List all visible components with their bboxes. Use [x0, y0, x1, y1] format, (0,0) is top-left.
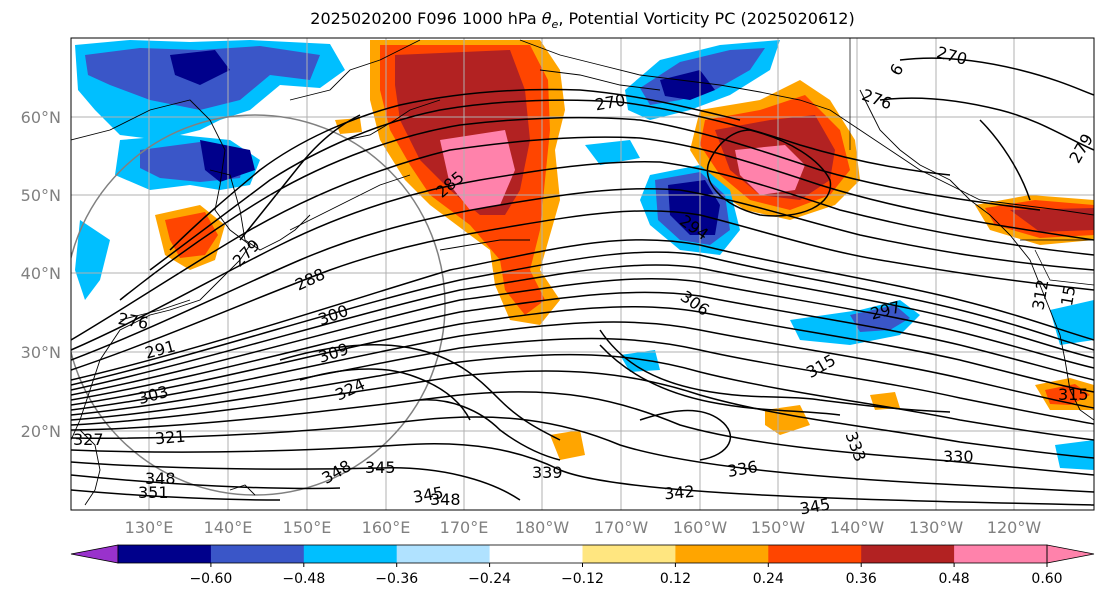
colorbar-segment — [118, 545, 212, 563]
positive-pv-region — [165, 212, 218, 258]
negative-pv-region — [620, 350, 660, 372]
lon-label: 130°W — [909, 518, 964, 537]
lat-label-60n: 60°N — [21, 108, 61, 127]
contour-label: 348 — [430, 490, 461, 509]
negative-pv-region — [1050, 300, 1094, 345]
latitude-labels: 60°N 50°N 40°N 30°N 20°N — [21, 108, 61, 441]
lon-label: 170°W — [594, 518, 649, 537]
colorbar-tick-label: −0.12 — [561, 571, 604, 587]
colorbar-tick-label: −0.24 — [468, 571, 511, 587]
borders — [849, 38, 1094, 286]
contour-label: 345 — [365, 458, 396, 477]
colorbar-segment — [582, 545, 676, 563]
map-title: 2025020200 F096 1000 hPa θe, Potential V… — [310, 9, 855, 32]
colorbar-segment — [675, 545, 769, 563]
contour-label: 315 — [1058, 385, 1089, 404]
colorbar-segment — [396, 545, 491, 563]
negative-pv-region — [668, 180, 720, 235]
contour-label: 351 — [138, 483, 169, 502]
colorbar-segment — [768, 545, 862, 563]
contour-label: 345 — [798, 494, 831, 518]
map-frame — [70, 37, 1095, 511]
negative-pv-region — [75, 220, 110, 300]
colorbar-tick-label: −0.60 — [189, 571, 232, 587]
colorbar-extend-high — [1046, 544, 1095, 564]
contour-label: 339 — [532, 463, 563, 482]
lat-label-20n: 20°N — [21, 422, 61, 441]
positive-pv-region — [440, 130, 515, 210]
colorbar-tick-label: −0.48 — [282, 571, 325, 587]
lon-label: 120°W — [987, 518, 1042, 537]
negative-pv-region — [1055, 440, 1094, 470]
lat-label-30n: 30°N — [21, 343, 61, 362]
lon-label: 180°W — [515, 518, 570, 537]
longitude-labels: 130°E 140°E 150°E 160°E 170°E 180°W 170°… — [125, 518, 1042, 537]
colorbar-tick-label: 0.36 — [846, 571, 877, 587]
contour-labels: 270 270 276 279 285 288 291 294 297 300 … — [73, 43, 1097, 519]
colorbar-segment — [489, 545, 583, 563]
positive-pv-region — [1010, 208, 1094, 232]
negative-pv-region — [660, 70, 715, 100]
contour-label: 330 — [943, 447, 974, 466]
colorbar-segment — [210, 545, 305, 563]
colorbar-tick-label: 0.12 — [660, 571, 691, 587]
lat-label-50n: 50°N — [21, 186, 61, 205]
colorbar-tick-label: 0.60 — [1031, 571, 1062, 587]
colorbar-tick-label: 0.24 — [753, 571, 784, 587]
colorbar-segment — [303, 545, 398, 563]
lon-label: 160°W — [673, 518, 728, 537]
contour-label: 321 — [154, 427, 186, 449]
colorbar-segment — [954, 545, 1048, 563]
positive-pv-region — [335, 118, 362, 134]
lon-label: 170°E — [440, 518, 489, 537]
lon-label: 140°E — [204, 518, 253, 537]
colorbar-segment — [861, 545, 955, 563]
coastlines — [71, 39, 1094, 506]
lon-label: 140°W — [830, 518, 885, 537]
negative-pv-region — [170, 50, 230, 85]
theta-e-contours — [71, 57, 1094, 506]
colorbar-extend-low — [70, 544, 119, 564]
lon-label: 150°W — [751, 518, 806, 537]
positive-pv-region — [550, 430, 585, 460]
colorbar-tick-label: −0.36 — [375, 571, 418, 587]
negative-pv-region — [585, 140, 640, 165]
lon-label: 160°E — [362, 518, 411, 537]
contour-label: 327 — [73, 430, 104, 449]
contour-label: 15 — [1057, 284, 1079, 307]
colorbar-tick-label: 0.48 — [939, 571, 970, 587]
contour-label: 348 — [145, 469, 176, 488]
contour-label: 342 — [663, 482, 695, 504]
lat-label-40n: 40°N — [21, 264, 61, 283]
lon-label: 150°E — [283, 518, 332, 537]
colorbar: −0.60 −0.48 −0.36 −0.24 −0.12 0.12 0.24 0.36 0.4… — [70, 544, 1095, 587]
lon-label: 130°E — [125, 518, 174, 537]
